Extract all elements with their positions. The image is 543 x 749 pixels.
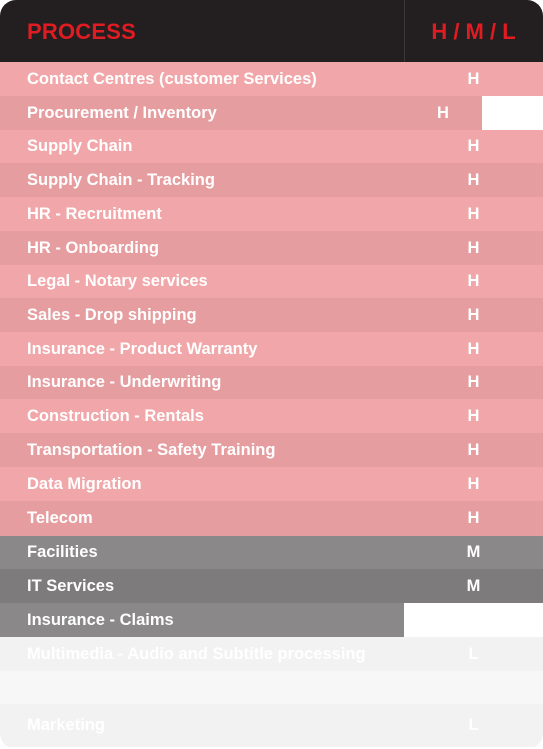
- priority-level: H: [467, 407, 480, 425]
- table-row: Marketing L: [0, 704, 543, 747]
- priority-level: H: [467, 205, 480, 223]
- table-row: Sales - Drop shipping H: [0, 298, 543, 332]
- priority-level: H: [467, 475, 480, 493]
- table-row: Supply Chain - Tracking H: [0, 163, 543, 197]
- priority-level: H: [467, 137, 480, 155]
- table-row: Contact Centres (customer Services) H: [0, 62, 543, 96]
- table-row: Insurance - Product Warranty H: [0, 332, 543, 366]
- priority-level: L: [468, 645, 479, 663]
- process-name: Supply Chain - Tracking: [27, 171, 215, 189]
- process-name: Legal - Notary services: [27, 272, 208, 290]
- table-row: HR - Onboarding H: [0, 231, 543, 265]
- process-name: IT Services: [27, 577, 115, 595]
- priority-level: M: [466, 543, 481, 561]
- table-row: Data Migration H: [0, 467, 543, 501]
- process-name: Multimedia - Audio and Subtitle processi…: [27, 645, 366, 663]
- table-row: Insurance - Claims M: [0, 603, 480, 637]
- table-row: Insurance - Underwriting H: [0, 366, 543, 399]
- process-name: Insurance - Claims: [27, 611, 174, 629]
- process-name: Construction - Rentals: [27, 407, 204, 425]
- priority-level: H: [467, 306, 480, 324]
- table-row: Multimedia - Audio and Subtitle processi…: [0, 637, 543, 671]
- process-name: Transportation - Safety Training: [27, 441, 276, 459]
- priority-level: H: [467, 441, 480, 459]
- process-name: HR - Recruitment: [27, 205, 162, 223]
- table-row: Supply Chain H: [0, 130, 543, 163]
- table-row: HR - Recruitment H: [0, 197, 543, 231]
- priority-level: H: [467, 239, 480, 257]
- table-row: Procurement / Inventory H: [0, 96, 482, 130]
- table-row: Telecom H: [0, 501, 543, 536]
- priority-level: M: [466, 611, 481, 629]
- process-name: Procurement / Inventory: [27, 104, 217, 122]
- process-name: Contact Centres (customer Services): [27, 70, 317, 88]
- process-name: Insurance - Product Warranty: [27, 340, 258, 358]
- process-name: Sales - Drop shipping: [27, 306, 197, 324]
- priority-level: H: [467, 373, 480, 391]
- priority-level: H: [467, 70, 480, 88]
- level-column-header: H / M / L: [431, 19, 516, 44]
- process-name: Telecom: [27, 509, 93, 527]
- priority-level: H: [467, 509, 480, 527]
- table-row: Construction - Rentals H: [0, 399, 543, 433]
- process-name: Supply Chain: [27, 137, 133, 155]
- table-header: PROCESS H / M / L: [0, 0, 543, 62]
- process-name: Facilities: [27, 543, 98, 561]
- process-column-header: PROCESS: [27, 19, 136, 44]
- table-row: Facilities M: [0, 536, 543, 569]
- priority-level: M: [466, 577, 481, 595]
- table-row: Transportation - Safety Training H: [0, 433, 543, 467]
- process-name: Insurance - Underwriting: [27, 373, 222, 391]
- process-name: Marketing: [27, 716, 105, 734]
- priority-level: H: [467, 340, 480, 358]
- table-row: [0, 671, 543, 704]
- process-name: Data Migration: [27, 475, 142, 493]
- header-divider: [404, 0, 405, 62]
- table-row: IT Services M: [0, 569, 543, 603]
- table-row: Legal - Notary services H: [0, 265, 543, 298]
- priority-level: [404, 671, 543, 704]
- priority-level: H: [467, 272, 480, 290]
- priority-level: L: [468, 716, 479, 734]
- priority-level: H: [437, 104, 449, 122]
- priority-level: H: [467, 171, 480, 189]
- process-name: HR - Onboarding: [27, 239, 159, 257]
